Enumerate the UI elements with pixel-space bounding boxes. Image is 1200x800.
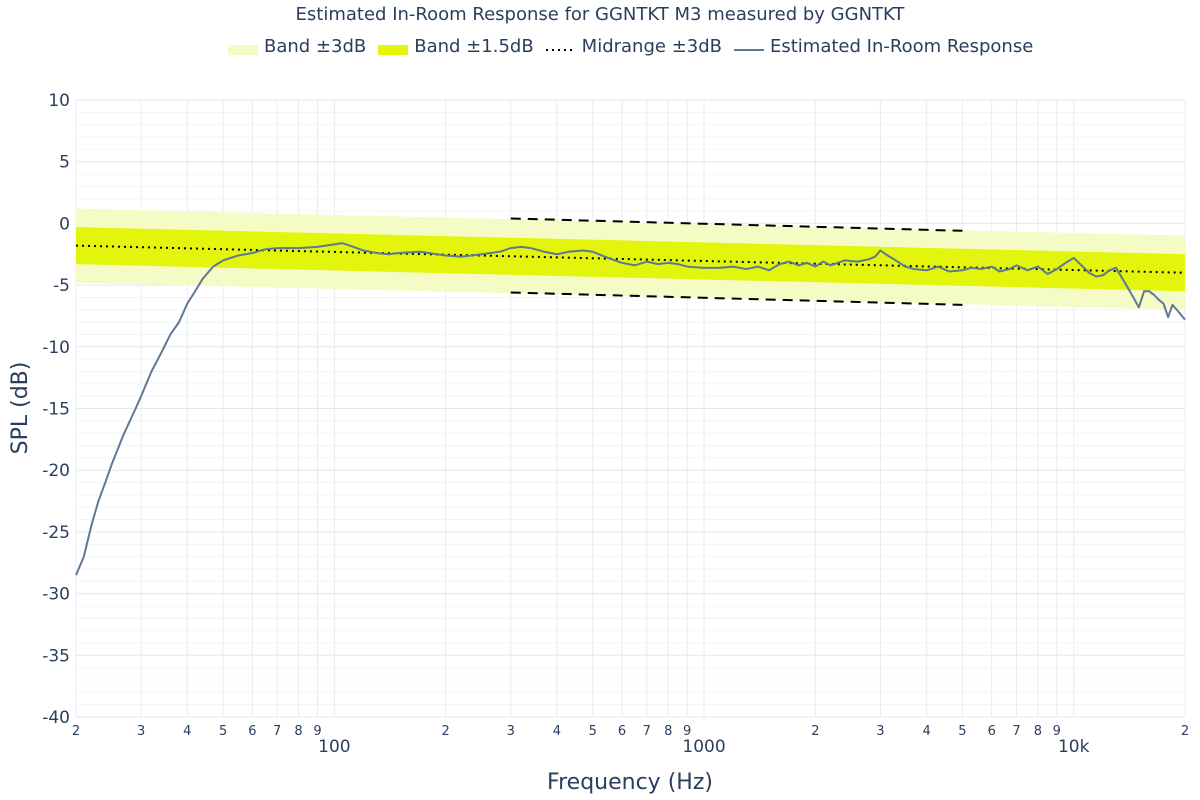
x-major-tick-label: 1000 [682,737,725,757]
y-tick-label: 0 [59,214,70,234]
x-minor-tick-label: 9 [1053,724,1061,739]
legend-swatch-shape [228,45,258,55]
y-tick-label: -5 [53,276,70,296]
x-minor-tick-label: 4 [183,724,191,739]
x-minor-tick-label: 2 [811,724,819,739]
x-minor-tick-label: 8 [1034,724,1042,739]
x-minor-tick-label: 8 [664,724,672,739]
x-minor-tick-label: 8 [294,724,302,739]
x-minor-tick-label: 5 [958,724,966,739]
legend-swatch-band-3db [228,40,258,55]
x-axis-title: Frequency (Hz) [547,770,713,795]
x-major-tick-label: 100 [318,737,350,757]
y-tick-label: -10 [42,338,70,358]
x-minor-tick-label: 2 [442,724,450,739]
x-minor-tick-label: 5 [219,724,227,739]
legend-swatch-graphic [378,45,409,55]
series-lines [75,217,1186,576]
legend-label: Estimated In-Room Response [770,35,1034,57]
x-minor-tick-label: 6 [248,724,256,739]
midrange-limit-line [510,217,963,232]
y-tick-label: -40 [42,708,70,728]
legend-swatch-graphic [228,45,258,55]
x-minor-tick-label: 4 [922,724,930,739]
in-room-response-line [75,242,1186,576]
chart-title: Estimated In-Room Response for GGNTKT M3… [295,4,905,25]
band-areas [76,208,1185,310]
x-minor-tick-label: 2 [1181,724,1189,739]
legend-item-band-1-5db[interactable]: Band ±1.5dB [378,35,534,57]
legend-swatch-graphic [734,49,764,51]
legend-swatch-graphic [545,49,576,51]
y-tick-label: -20 [42,461,70,481]
x-minor-tick-label: 2 [72,724,80,739]
legend-swatch-midrange [545,40,576,52]
midrange-limit-line [510,291,963,306]
midrange-center-line [75,244,1186,274]
legend-label: Midrange ±3dB [581,35,722,57]
x-minor-tick-label: 7 [1012,724,1020,739]
y-tick-label: -35 [42,646,70,666]
grid-lines [75,99,1186,718]
x-minor-tick-label: 4 [553,724,561,739]
x-minor-tick-label: 6 [618,724,626,739]
x-minor-tick-label: 7 [643,724,651,739]
y-axis-title: SPL (dB) [8,362,33,455]
legend-swatch-band-1-5db [378,40,409,55]
x-minor-tick-label: 3 [507,724,515,739]
x-minor-tick-label: 3 [137,724,145,739]
legend-label: Band ±1.5dB [414,35,534,57]
x-minor-tick-label: 5 [589,724,597,739]
legend-swatch-in-room-response [734,40,764,52]
chart-legend: Band ±3dB Band ±1.5dB Midrange ±3dB Esti… [228,34,1045,58]
y-tick-label: -25 [42,523,70,543]
y-tick-label: -15 [42,400,70,420]
legend-item-midrange[interactable]: Midrange ±3dB [545,35,722,57]
x-minor-tick-label: 9 [683,724,691,739]
legend-label: Band ±3dB [264,35,367,57]
y-tick-label: -30 [42,585,70,605]
x-minor-tick-label: 6 [988,724,996,739]
y-tick-label: 5 [59,153,70,173]
x-major-tick-label: 10k [1058,737,1090,757]
x-minor-tick-label: 9 [313,724,321,739]
legend-item-in-room-response[interactable]: Estimated In-Room Response [734,36,1033,57]
y-tick-labels: 10 5 0 -5 -10 -15 -20 -25 -30 -35 -40 [42,91,70,728]
y-tick-label: 10 [48,91,70,111]
x-minor-tick-label: 7 [273,724,281,739]
band-area [76,227,1185,292]
legend-item-band-3db[interactable]: Band ±3dB [228,36,366,57]
x-minor-tick-label: 3 [876,724,884,739]
legend-swatch-shape [378,45,409,55]
